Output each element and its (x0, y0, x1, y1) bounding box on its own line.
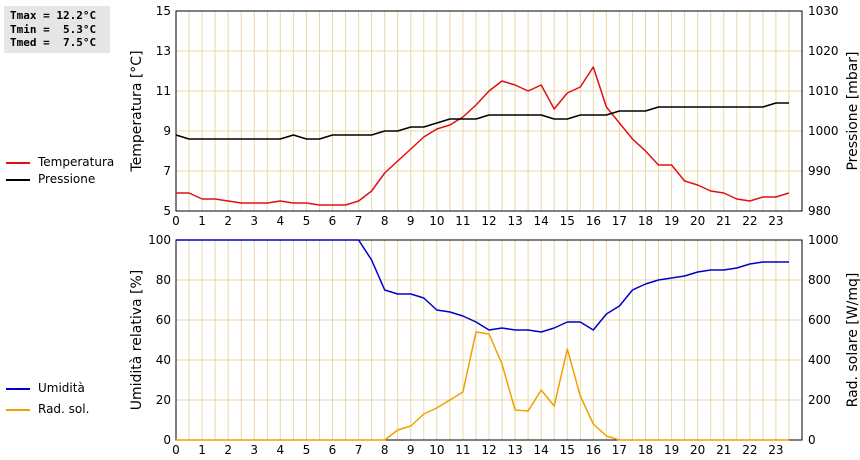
panel2-x-tick: 9 (407, 443, 415, 457)
panel2-x-tick: 22 (742, 443, 757, 457)
panel1-x-tick: 6 (329, 214, 337, 228)
panel2-y2-tick: 200 (808, 393, 831, 407)
panel1-x-tick: 5 (303, 214, 311, 228)
panel2-frame (175, 239, 803, 441)
panel2-x-tick: 0 (172, 443, 180, 457)
panel2-x-tick: 12 (481, 443, 496, 457)
panel2-x-tick: 14 (534, 443, 549, 457)
panel2-x-tick: 10 (429, 443, 444, 457)
panel1-y-tick: 5 (163, 204, 171, 218)
panel2-x-tick: 20 (690, 443, 705, 457)
panel1-series-pressione (175, 102, 789, 140)
panel1-y2-tick: 980 (808, 204, 831, 218)
panel1-x-tick: 4 (277, 214, 285, 228)
panel1-x-tick: 17 (612, 214, 627, 228)
panel1-x-tick: 10 (429, 214, 444, 228)
panel2-series-rad-sol (176, 331, 789, 441)
panel1-x-tick: 9 (407, 214, 415, 228)
panel1-x-tick: 23 (768, 214, 783, 228)
panel1-x-tick: 22 (742, 214, 757, 228)
legend-label-rad-sol: Rad. sol. (38, 402, 90, 416)
panel1-y-tick: 11 (156, 84, 171, 98)
panel2-y2-tick: 600 (808, 313, 831, 327)
legend-swatch-umidita (6, 388, 30, 390)
panel2-x-tick: 8 (381, 443, 389, 457)
panel2-x-tick: 19 (664, 443, 679, 457)
panel1-x-tick: 15 (560, 214, 575, 228)
panel1-frame (175, 10, 803, 212)
panel2-y2-tick: 400 (808, 353, 831, 367)
panel2-x-tick: 3 (250, 443, 258, 457)
panel2-x-tick: 13 (507, 443, 522, 457)
panel1-y2-tick: 1010 (808, 84, 839, 98)
panel1-x-tick: 8 (381, 214, 389, 228)
panel2-y2label: Rad. solare [W/mq] (845, 273, 860, 408)
panel1-series-temperatura (176, 66, 790, 206)
legend-swatch-temperatura (6, 162, 30, 164)
legend-swatch-rad-sol (6, 409, 30, 411)
panel2-y-tick: 0 (163, 433, 171, 447)
legend-label-pressione: Pressione (38, 172, 96, 186)
legend-swatch-pressione (6, 179, 30, 181)
panel1-y2-tick: 990 (808, 164, 831, 178)
panel1-x-tick: 19 (664, 214, 679, 228)
panel1-y-tick: 15 (156, 4, 171, 18)
panel1-x-tick: 7 (355, 214, 363, 228)
panel1-y2-tick: 1030 (808, 4, 839, 18)
stat-tmin: Tmin = 5.3°C (10, 22, 97, 36)
panel1-x-tick: 16 (586, 214, 601, 228)
panel2-y-tick: 80 (156, 273, 171, 287)
panel2-ylabel: Umidità relativa [%] (129, 270, 145, 411)
panel1-x-tick: 2 (224, 214, 232, 228)
panel2-y2-tick: 0 (808, 433, 816, 447)
panel1-y2-tick: 1020 (808, 44, 839, 58)
panel2-x-tick: 15 (560, 443, 575, 457)
panel2-x-tick: 4 (277, 443, 285, 457)
stats-box: Tmax = 12.2°C Tmin = 5.3°C Tmed = 7.5°C (4, 6, 110, 53)
panel2-x-tick: 17 (612, 443, 627, 457)
panel1-x-tick: 14 (534, 214, 549, 228)
stat-tmed: Tmed = 7.5°C (10, 36, 97, 49)
panel1-x-tick: 13 (507, 214, 522, 228)
panel1-y-tick: 9 (163, 124, 171, 138)
panel2-x-tick: 21 (716, 443, 731, 457)
panel2-x-tick: 23 (768, 443, 783, 457)
panel1-x-tick: 12 (481, 214, 496, 228)
panel2-y-tick: 60 (156, 313, 171, 327)
panel2-y-tick: 20 (156, 393, 171, 407)
panel2-x-tick: 16 (586, 443, 601, 457)
panel2-x-tick: 2 (224, 443, 232, 457)
panel1-y2label: Pressione [mbar] (845, 51, 860, 170)
panel1-ylabel: Temperatura [°C] (129, 50, 145, 172)
panel1-y-tick: 13 (156, 44, 171, 58)
panel2-x-tick: 18 (638, 443, 653, 457)
legend-label-umidita: Umidità (38, 381, 85, 395)
panel1-x-tick: 3 (250, 214, 258, 228)
panel2-x-tick: 6 (329, 443, 337, 457)
panel1-x-tick: 18 (638, 214, 653, 228)
panel1-y2-tick: 1000 (808, 124, 839, 138)
stat-tmax: Tmax = 12.2°C (10, 9, 97, 22)
panel2-y-tick: 100 (148, 233, 171, 247)
panel1-y-tick: 7 (163, 164, 171, 178)
panel2-y-tick: 40 (156, 353, 171, 367)
panel2-x-tick: 5 (303, 443, 311, 457)
panel2-x-tick: 7 (355, 443, 363, 457)
panel2-series-umidit (176, 239, 789, 333)
panel1-x-tick: 20 (690, 214, 705, 228)
panel1-x-tick: 1 (198, 214, 206, 228)
panel2-x-tick: 1 (198, 443, 206, 457)
panel2-y2-tick: 1000 (808, 233, 839, 247)
panel1-x-tick: 21 (716, 214, 731, 228)
panel2-x-tick: 11 (455, 443, 470, 457)
panel1-x-tick: 0 (172, 214, 180, 228)
panel1-x-tick: 11 (455, 214, 470, 228)
panel2-y2-tick: 800 (808, 273, 831, 287)
legend-label-temperatura: Temperatura (38, 155, 115, 169)
